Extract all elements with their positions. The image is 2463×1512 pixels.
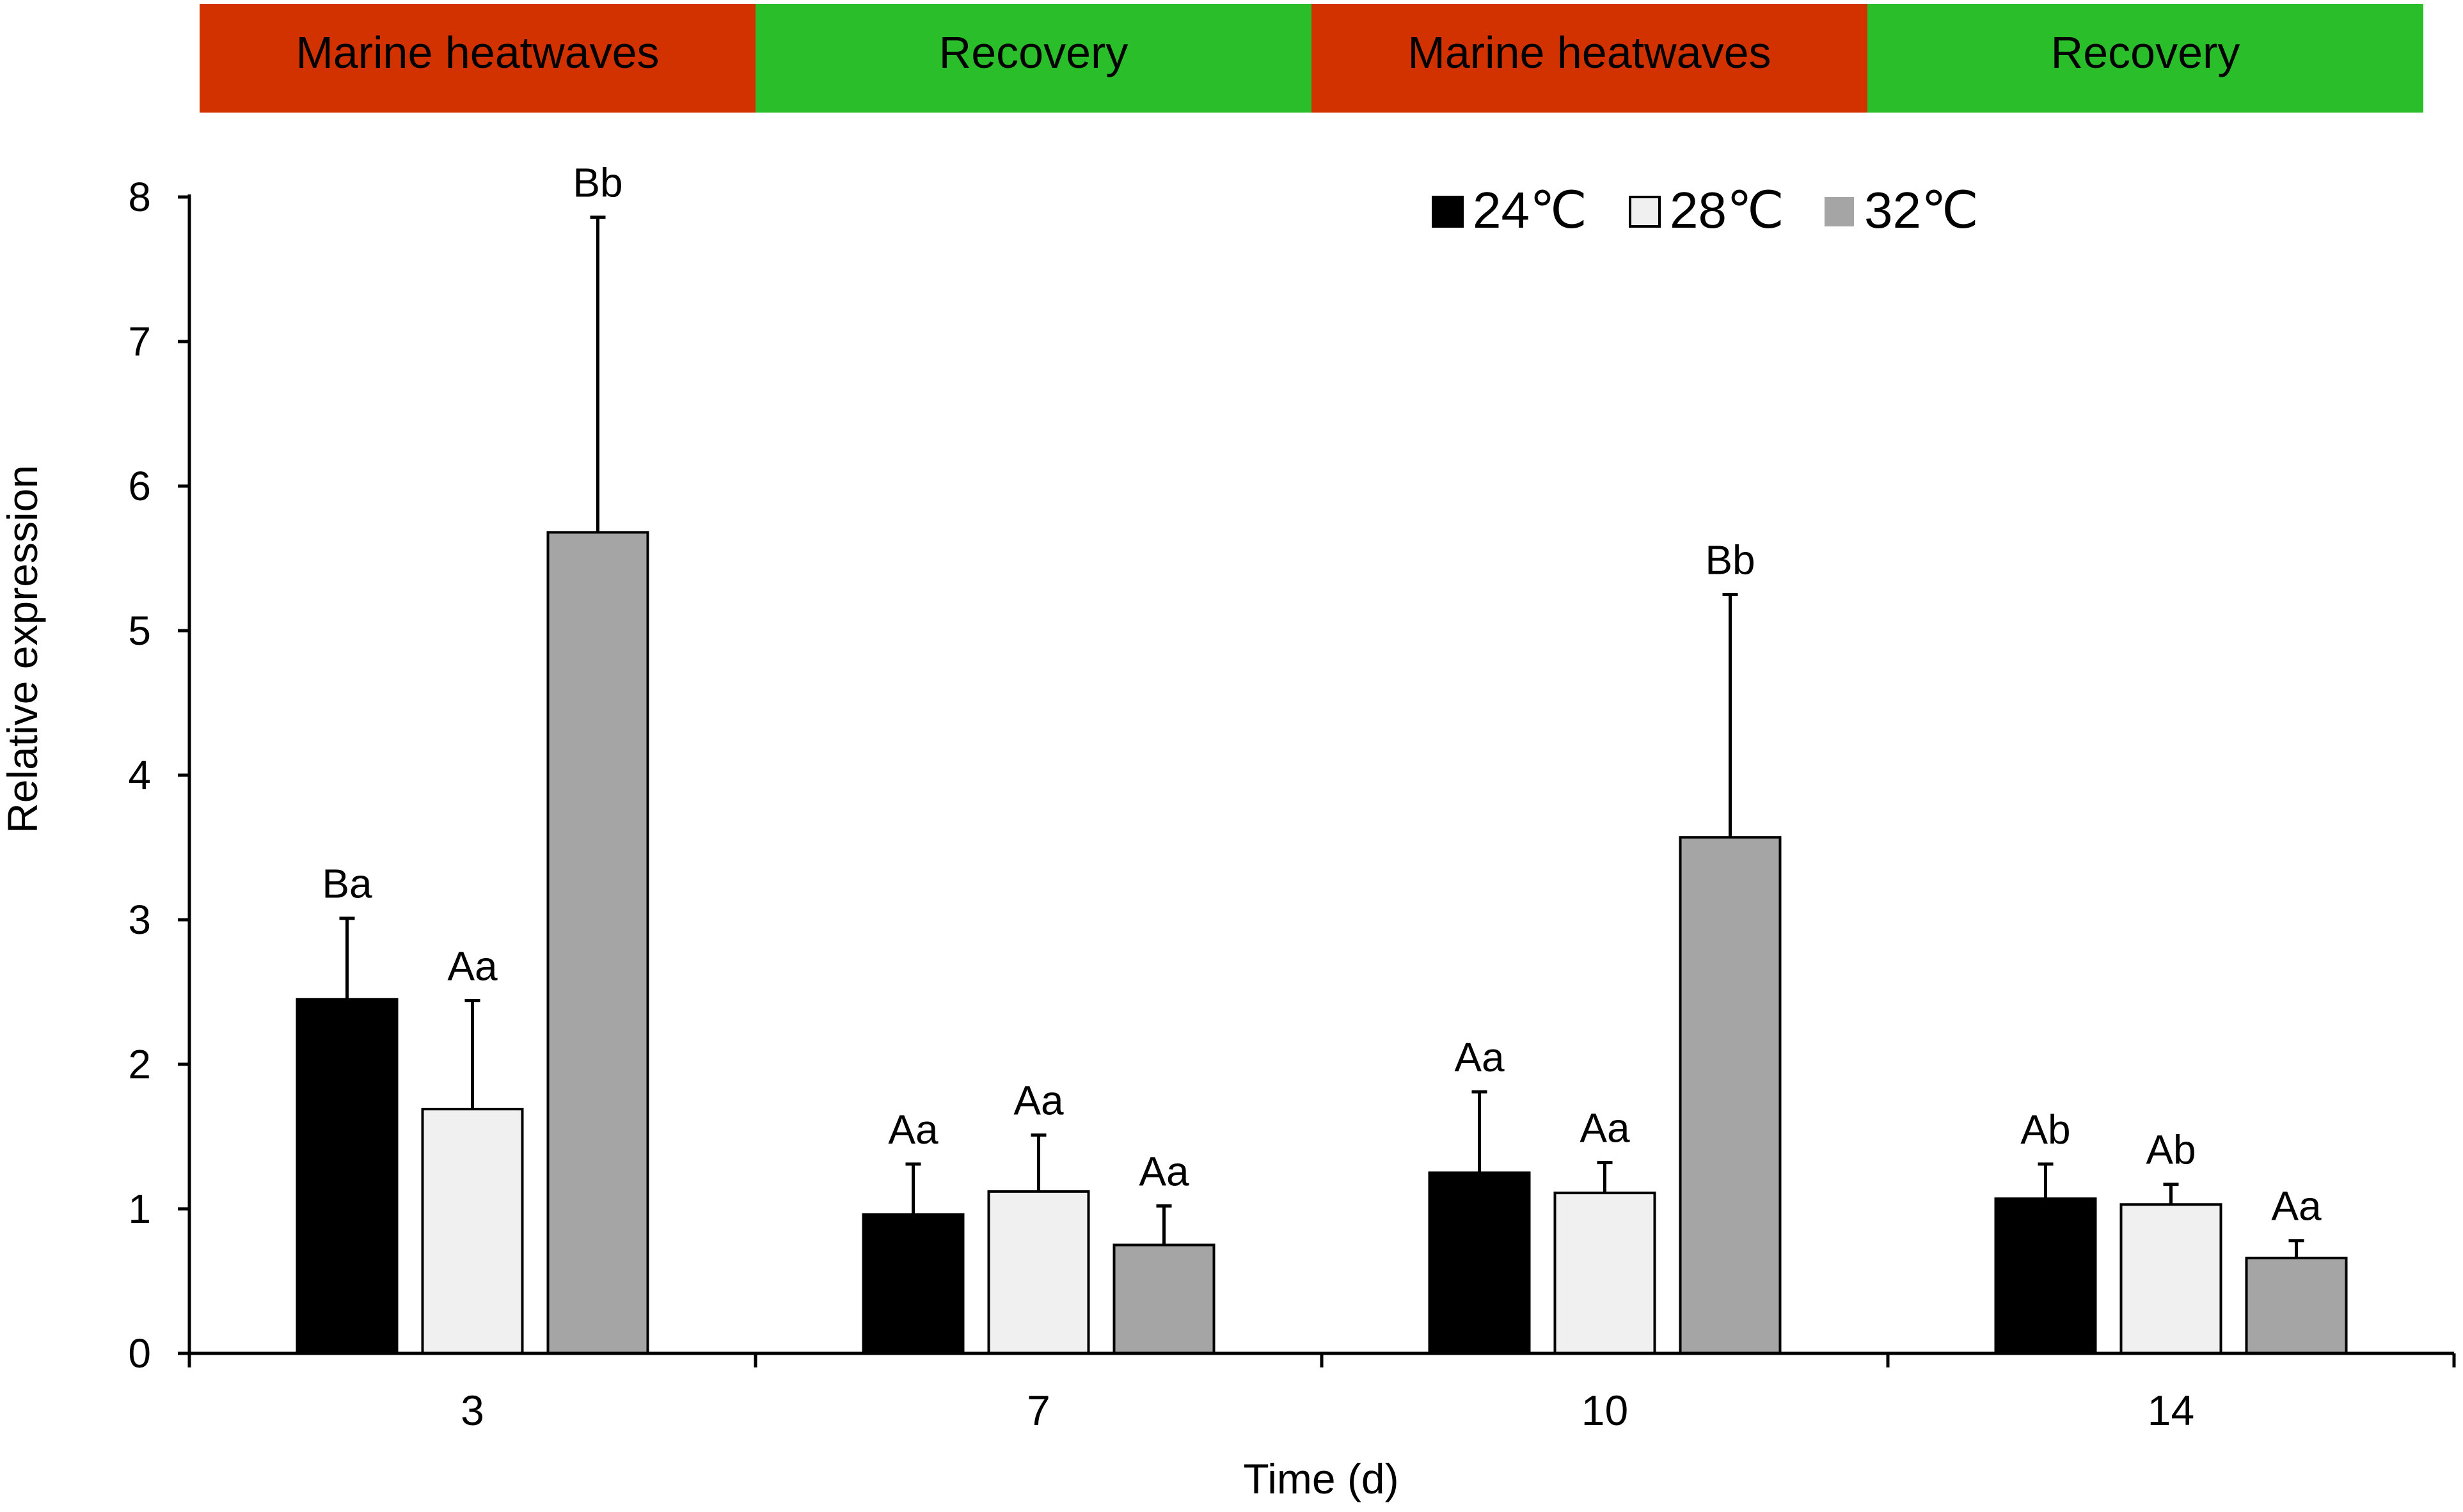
phase-segment-1 bbox=[756, 4, 1311, 113]
x-axis-label: Time (d) bbox=[1243, 1455, 1398, 1502]
phase-label-2: Marine heatwaves bbox=[1407, 28, 1771, 77]
x-tick-label-3: 14 bbox=[2148, 1387, 2194, 1434]
phase-segment-3 bbox=[1867, 4, 2423, 113]
legend: 24℃ 28℃ 32℃ bbox=[1432, 182, 1979, 239]
phase-segment-2 bbox=[1311, 4, 1867, 113]
x-tick-label-0: 3 bbox=[461, 1387, 484, 1434]
bar-3-2 bbox=[2245, 1256, 2348, 1355]
phase-label-1: Recovery bbox=[939, 28, 1129, 77]
bar-3-0 bbox=[1994, 1197, 2097, 1355]
bar-2-2 bbox=[1679, 836, 1782, 1355]
y-tick-label-1: 1 bbox=[128, 1186, 151, 1232]
bar-0-0 bbox=[296, 998, 399, 1355]
phase-label-3: Recovery bbox=[2051, 28, 2240, 77]
significance-label-2-0: Aa bbox=[1454, 1034, 1505, 1080]
x-tick-label-1: 7 bbox=[1027, 1387, 1050, 1434]
significance-label-3-0: Ab bbox=[2020, 1106, 2070, 1153]
legend-label-2: 32℃ bbox=[1864, 182, 1979, 239]
legend-swatch-1 bbox=[1629, 196, 1661, 228]
y-tick-label-3: 3 bbox=[128, 897, 151, 943]
y-tick-label-7: 7 bbox=[128, 319, 151, 365]
legend-swatch-2 bbox=[1825, 197, 1854, 226]
bar-2-0 bbox=[1428, 1171, 1531, 1355]
bar-0-1 bbox=[421, 1108, 524, 1355]
y-tick-label-2: 2 bbox=[128, 1041, 151, 1087]
bar-1-1 bbox=[987, 1190, 1090, 1355]
significance-label-0-2: Bb bbox=[573, 160, 622, 206]
significance-label-3-2: Aa bbox=[2271, 1183, 2322, 1229]
significance-label-2-2: Bb bbox=[1705, 537, 1755, 583]
significance-label-1-1: Aa bbox=[1013, 1078, 1064, 1124]
phase-band: Marine heatwaves Recovery Marine heatwaves… bbox=[200, 4, 2423, 113]
significance-label-3-1: Ab bbox=[2146, 1127, 2196, 1173]
bar-1-2 bbox=[1113, 1243, 1216, 1355]
legend-label-0: 24℃ bbox=[1473, 182, 1587, 239]
axes: 0 1 2 3 4 5 6 7 8 3 7 10 14 bbox=[128, 174, 2456, 1434]
y-tick-label-6: 6 bbox=[128, 463, 151, 509]
significance-label-1-0: Aa bbox=[888, 1106, 938, 1153]
significance-label-0-1: Aa bbox=[447, 943, 498, 989]
significance-label-0-0: Ba bbox=[322, 861, 372, 907]
bar-3-1 bbox=[2119, 1203, 2222, 1355]
legend-swatch-0 bbox=[1432, 196, 1464, 228]
y-tick-label-0: 0 bbox=[128, 1330, 151, 1376]
y-axis-label: Relative expression bbox=[0, 465, 46, 833]
bar-2-1 bbox=[1553, 1192, 1656, 1355]
significance-labels: Ba Aa Bb Aa Aa Aa Aa Aa Bb Ab Ab Aa bbox=[322, 160, 2322, 1229]
y-tick-label-5: 5 bbox=[128, 608, 151, 654]
legend-label-1: 28℃ bbox=[1670, 182, 1784, 239]
error-bars bbox=[339, 216, 2304, 1258]
y-tick-label-4: 4 bbox=[128, 752, 151, 798]
significance-label-2-1: Aa bbox=[1580, 1105, 1630, 1151]
phase-segment-0 bbox=[200, 4, 756, 113]
bar-1-0 bbox=[862, 1213, 965, 1355]
y-tick-label-8: 8 bbox=[128, 174, 151, 220]
significance-label-1-2: Aa bbox=[1139, 1148, 1189, 1194]
phase-label-0: Marine heatwaves bbox=[296, 28, 659, 77]
bars bbox=[296, 531, 2348, 1355]
x-tick-label-2: 10 bbox=[1581, 1387, 1628, 1434]
bar-0-2 bbox=[546, 531, 649, 1355]
